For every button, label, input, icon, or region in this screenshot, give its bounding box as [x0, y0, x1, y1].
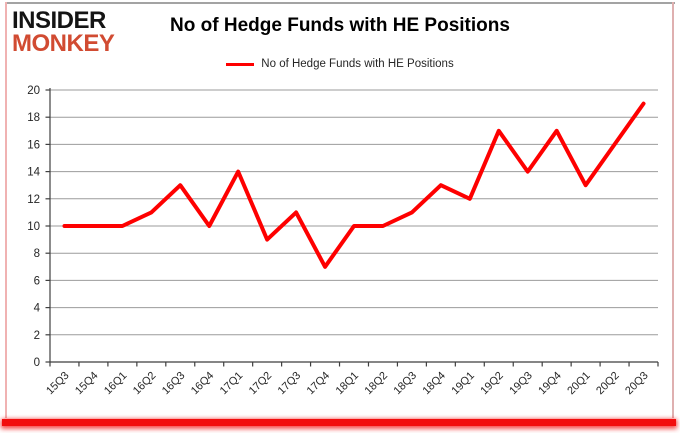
x-tick-label: 20Q3 — [623, 370, 651, 398]
x-tick-label: 18Q2 — [363, 370, 391, 398]
x-tick-label: 18Q1 — [334, 370, 362, 398]
x-tick-label: 19Q1 — [449, 370, 477, 398]
y-tick-label: 8 — [34, 248, 40, 260]
y-tick-label: 6 — [34, 275, 40, 287]
y-tick-label: 4 — [34, 303, 41, 315]
x-tick-label: 19Q4 — [536, 370, 564, 398]
y-tick-label: 10 — [27, 221, 40, 233]
x-tick-label: 15Q3 — [44, 370, 72, 398]
x-tick-label: 17Q1 — [218, 370, 246, 398]
x-tick-label: 16Q2 — [131, 370, 159, 398]
x-tick-label: 18Q4 — [420, 370, 448, 398]
x-tick-label: 20Q2 — [594, 370, 622, 398]
x-tick-label: 16Q4 — [189, 370, 217, 398]
x-tick-label: 18Q3 — [392, 370, 420, 398]
frame-right-border — [672, 2, 674, 418]
x-tick-label: 20Q1 — [565, 370, 593, 398]
y-tick-label: 20 — [27, 85, 40, 97]
y-tick-label: 16 — [27, 139, 40, 151]
x-tick-label: 15Q4 — [73, 370, 101, 398]
logo-word-insider: INSIDER — [12, 7, 106, 34]
x-tick-label: 17Q2 — [247, 370, 275, 398]
x-tick-label: 19Q3 — [507, 370, 535, 398]
y-tick-label: 0 — [34, 357, 40, 369]
x-tick-label: 19Q2 — [478, 370, 506, 398]
insider-monkey-logo: INSIDER MONKEY — [12, 7, 115, 57]
logo-word-monkey: MONKEY — [12, 29, 115, 57]
legend-label: No of Hedge Funds with HE Positions — [261, 58, 454, 70]
y-tick-label: 12 — [27, 194, 40, 206]
frame-top-border — [5, 2, 675, 4]
frame-left-border — [5, 2, 7, 418]
y-tick-label: 14 — [27, 167, 40, 179]
x-tick-label: 16Q3 — [160, 370, 188, 398]
frame-bottom-red-bar — [2, 419, 676, 426]
x-tick-label: 16Q1 — [102, 370, 130, 398]
y-tick-label: 18 — [27, 112, 40, 124]
x-tick-label: 17Q4 — [305, 370, 333, 398]
x-tick-label: 17Q3 — [276, 370, 304, 398]
y-tick-label: 2 — [34, 330, 40, 342]
chart-title: No of Hedge Funds with HE Positions — [170, 15, 510, 36]
legend-line-swatch — [226, 62, 255, 66]
series-line — [62, 101, 646, 269]
legend: No of Hedge Funds with HE Positions — [0, 58, 680, 70]
